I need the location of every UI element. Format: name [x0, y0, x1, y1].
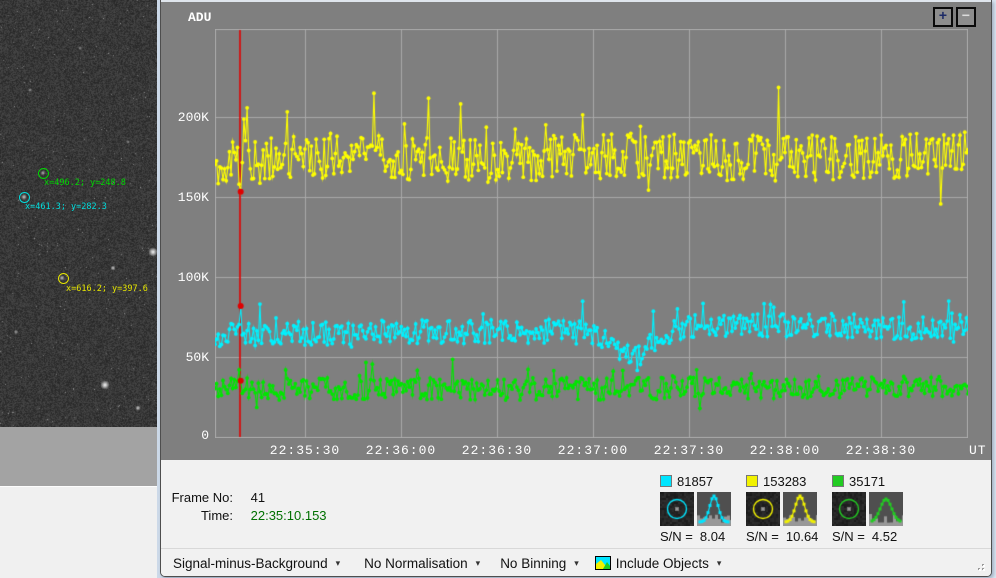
cyan-intensity-value: 81857: [677, 474, 713, 489]
psf-thumbnail-cyan: [697, 492, 731, 526]
x-axis-unit: UT: [969, 443, 987, 458]
frame-panel-spacer: [0, 427, 157, 486]
include-objects-label: Include Objects: [616, 556, 709, 571]
objects-chart-icon: [595, 556, 611, 570]
target-marker-green[interactable]: [38, 168, 49, 179]
frame-number-value: 41: [251, 490, 265, 505]
snr-label: S/N =: [746, 529, 779, 544]
y-tick-50k: 50K: [161, 350, 209, 365]
thumbnails: [660, 492, 740, 526]
cyan-swatch: [660, 475, 672, 487]
frame-time-value: 22:35:10.153: [251, 508, 327, 523]
chart-options-toolbar: Signal-minus-Background ▾ No Normalisati…: [161, 548, 991, 577]
aperture-thumbnail-cyan: [660, 492, 694, 526]
x-tick-7: 22:38:30: [846, 443, 916, 458]
target-marker-cyan[interactable]: [19, 192, 30, 203]
snr-label: S/N =: [832, 529, 865, 544]
green-intensity-value: 35171: [849, 474, 885, 489]
snr-row: S/N = 8.04: [660, 529, 740, 544]
star-field-image[interactable]: [0, 0, 157, 427]
frame-info-panel: Frame No: 41 Time: 22:35:10.153 81857: [161, 462, 991, 548]
y-tick-100k: 100K: [161, 270, 209, 285]
frame-time-label: Time:: [161, 508, 233, 523]
legend-head: 153283: [746, 474, 826, 488]
reduction-mode-label: Signal-minus-Background: [173, 556, 328, 571]
binning-label: No Binning: [500, 556, 566, 571]
zoom-out-button[interactable]: −: [956, 7, 976, 27]
y-tick-150k: 150K: [161, 190, 209, 205]
x-tick-6: 22:38:00: [750, 443, 820, 458]
chart-area: ADU + − 200K 150K 100K 50K 0 22:35:30 22…: [161, 0, 991, 460]
thumbnails: [832, 492, 912, 526]
green-swatch: [832, 475, 844, 487]
snr-value: 10.64: [786, 529, 819, 544]
x-tick-4: 22:37:00: [558, 443, 628, 458]
target-coords-green: x=496.2; y=248.8: [44, 178, 126, 188]
aperture-thumbnail-green: [832, 492, 866, 526]
psf-thumbnail-green: [869, 492, 903, 526]
x-tick-5: 22:37:30: [654, 443, 724, 458]
light-curve-window: ADU + − 200K 150K 100K 50K 0 22:35:30 22…: [160, 0, 992, 577]
yellow-intensity-value: 153283: [763, 474, 806, 489]
normalisation-dropdown[interactable]: No Normalisation ▾: [364, 556, 480, 571]
snr-row: S/N = 10.64: [746, 529, 826, 544]
frame-time-row: Time: 22:35:10.153: [161, 508, 327, 523]
target-coords-cyan: x=461.3; y=282.3: [25, 202, 107, 212]
legend-head: 35171: [832, 474, 912, 488]
legend-object-cyan: 81857 S/N = 8.04: [660, 474, 740, 544]
chevron-down-icon: ▾: [336, 558, 341, 569]
x-tick-3: 22:36:30: [462, 443, 532, 458]
x-tick-1: 22:35:30: [270, 443, 340, 458]
x-tick-2: 22:36:00: [366, 443, 436, 458]
thumbnails: [746, 492, 826, 526]
zoom-in-button[interactable]: +: [933, 7, 953, 27]
aperture-thumbnail-yellow: [746, 492, 780, 526]
resize-grip[interactable]: [974, 560, 986, 572]
chevron-down-icon: ▾: [717, 558, 722, 569]
y-tick-200k: 200K: [161, 110, 209, 125]
yellow-swatch: [746, 475, 758, 487]
snr-row: S/N = 4.52: [832, 529, 912, 544]
reduction-mode-dropdown[interactable]: Signal-minus-Background ▾: [173, 556, 340, 571]
frame-number-label: Frame No:: [161, 490, 233, 505]
legend-head: 81857: [660, 474, 740, 488]
target-coords-yellow: x=616.2; y=397.6: [66, 284, 148, 294]
binning-dropdown[interactable]: No Binning ▾: [500, 556, 579, 571]
chevron-down-icon: ▾: [574, 558, 579, 569]
frame-number-row: Frame No: 41: [161, 490, 265, 505]
legend-object-yellow: 153283 S/N = 10.64: [746, 474, 826, 544]
psf-thumbnail-yellow: [783, 492, 817, 526]
video-frame-panel: x=496.2; y=248.8 x=461.3; y=282.3 x=616.…: [0, 0, 157, 578]
light-curve-plot[interactable]: [215, 29, 968, 438]
frame-controls-panel: 1Fr+ 1sec+ 10sec+: [0, 486, 157, 578]
snr-label: S/N =: [660, 529, 693, 544]
snr-value: 4.52: [872, 529, 897, 544]
app-root: x=496.2; y=248.8 x=461.3; y=282.3 x=616.…: [0, 0, 996, 578]
legend-object-green: 35171 S/N = 4.52: [832, 474, 912, 544]
snr-value: 8.04: [700, 529, 725, 544]
include-objects-dropdown[interactable]: Include Objects ▾: [595, 556, 722, 571]
y-axis-title: ADU: [188, 10, 211, 25]
y-tick-0: 0: [161, 428, 209, 443]
target-marker-yellow[interactable]: [58, 273, 69, 284]
normalisation-label: No Normalisation: [364, 556, 468, 571]
chevron-down-icon: ▾: [476, 558, 481, 569]
